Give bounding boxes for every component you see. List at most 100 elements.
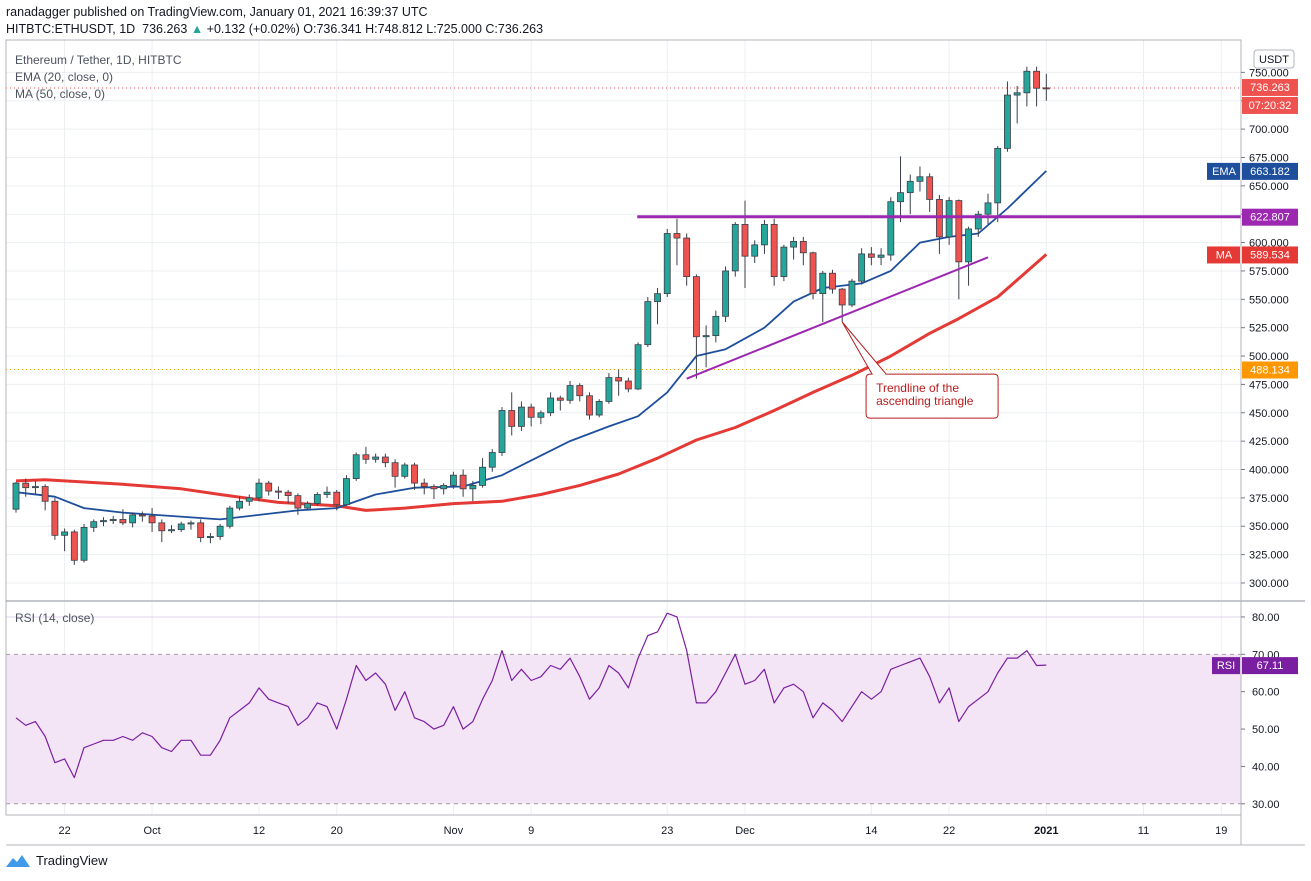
candle-body-up [790,241,798,248]
candle [809,251,817,300]
candle-body-down [158,522,166,532]
candle-body-up [945,200,953,238]
candle-body-up [848,280,856,306]
candle-body-down [508,410,516,427]
candle-body-down [411,464,418,484]
candle-body-up [712,315,720,337]
candle [284,489,292,504]
value-text: 622.807 [1250,212,1290,224]
candle [498,407,506,456]
candle-body-down [391,462,399,477]
candle-body-up [206,536,214,538]
candle-body-up [440,484,448,490]
candle-body-up [372,456,380,460]
candle [148,508,156,532]
candle [216,523,224,540]
candle [887,197,895,261]
candle [518,401,525,431]
candle-body-down [275,490,282,493]
value-text: 07:20:32 [1249,100,1292,112]
candle-body-up [731,224,739,272]
candle-body-down [867,253,875,258]
candle [323,486,331,498]
candle [12,481,20,513]
candle [265,480,273,496]
candle [858,248,866,285]
time-tick-label: 20 [331,825,343,837]
candle-body-up [916,176,924,182]
rsi-tick-label: 40.00 [1252,761,1280,773]
candle [372,453,380,463]
candle [634,342,642,391]
value-text: 736.263 [1250,82,1290,94]
candle-body-up [236,500,243,509]
candle [469,480,477,502]
candle [1033,66,1041,107]
candle-body-down [809,252,817,295]
price-label-ema: EMA 663.182 [1207,162,1298,180]
candle-body-up [858,253,866,282]
candle-body-down [673,233,681,239]
rsi-value-text: 67.11 [1257,660,1284,672]
candle [897,156,904,223]
candle [401,462,409,479]
candle [362,446,370,464]
tradingview-logo-icon [6,854,30,867]
candle-body-up [61,531,69,536]
value-box [1242,96,1298,114]
candle-body-down [955,200,963,263]
price-tick-label: 375.000 [1249,493,1289,505]
annotation-text: Trendline of the [876,381,959,395]
annotation-callout-box [865,373,999,419]
candle [761,219,768,254]
candle [556,395,564,411]
candle-body-down [119,519,127,524]
candle [935,194,943,254]
ema-20-line [15,170,1047,521]
candle-body-up [80,526,88,561]
series-tag-text: EMA [1212,166,1237,178]
candle [313,492,321,506]
candle [741,200,749,288]
candle [722,266,729,322]
candle [644,297,652,347]
candle-body-up [109,519,117,521]
candle-body-up [751,244,759,257]
candle [537,410,545,425]
axes: 300.000 325.000 350.000 375.000 400.000 425.0… [5,39,1305,846]
candle-body-down [22,482,30,489]
candle-body-up [352,454,360,479]
ascending-trendline [686,256,989,380]
currency-box-frame [1253,49,1295,69]
candle-body-up [129,514,137,524]
rsi-tick-label: 30.00 [1252,799,1280,811]
annotation-pointer [841,321,887,375]
candle [751,240,759,263]
last-price: 736.263 [142,22,188,36]
candle [586,392,593,420]
price-tick-label: 575.000 [1249,266,1289,278]
candle-body-up [702,335,710,338]
price-tick-label: 675.000 [1249,152,1289,164]
time-tick-label: 14 [865,825,877,837]
candle [187,520,195,530]
candle [712,310,720,343]
candle-body-up [566,385,574,401]
candle [692,274,700,379]
candle-body-down [41,486,49,502]
candle-body-up [518,406,525,427]
candle [595,399,603,418]
price-tick-label: 450.000 [1249,408,1289,420]
candle [965,226,972,286]
candle-body-down [197,522,205,538]
value-box [1242,361,1298,379]
candle [819,270,827,322]
candle [974,210,982,237]
candle [158,519,166,543]
candle-body-up [634,344,642,390]
series-value-text: 663.182 [1250,166,1290,178]
time-tick-label: 11 [1138,825,1149,837]
candle-body-up [1023,70,1031,94]
candle-body-down [420,482,428,487]
